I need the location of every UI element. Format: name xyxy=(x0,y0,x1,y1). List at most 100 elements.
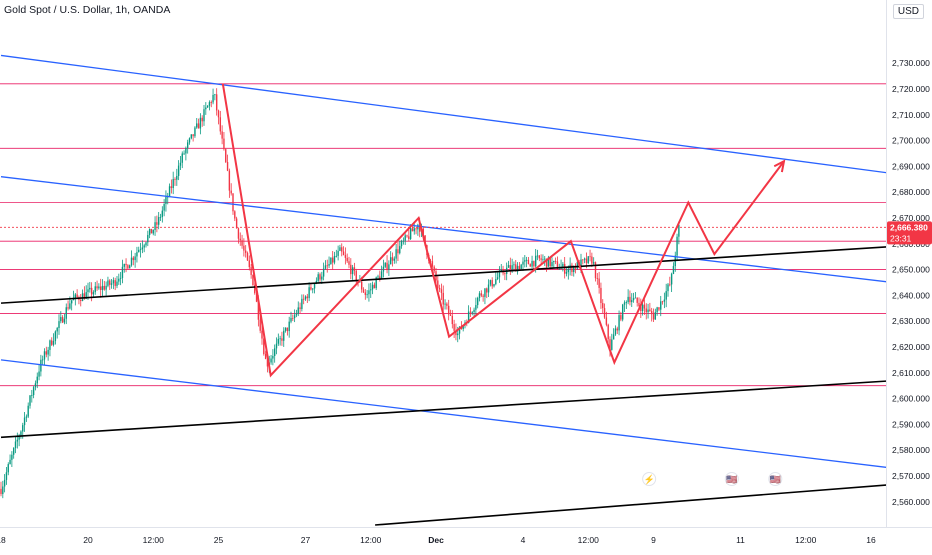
y-tick-label: 2,710.000 xyxy=(892,110,930,120)
candle-body xyxy=(176,175,178,180)
candle-body xyxy=(536,255,539,257)
candle-body xyxy=(589,256,591,258)
candle-body xyxy=(554,260,557,262)
candle-body xyxy=(58,321,60,328)
candle-body xyxy=(455,330,457,336)
candle-body xyxy=(350,264,352,275)
projection-path xyxy=(221,83,785,378)
candle-body xyxy=(433,266,435,272)
candle-body xyxy=(665,291,667,300)
candle-body xyxy=(636,297,638,303)
candle-body xyxy=(20,431,22,437)
candle-body xyxy=(362,289,365,293)
candle-body xyxy=(317,274,319,281)
candle-body xyxy=(585,258,588,264)
candle-body xyxy=(342,251,345,256)
currency-button[interactable]: USD xyxy=(892,4,924,19)
candle-body xyxy=(373,284,376,289)
candle-body xyxy=(163,204,165,211)
y-tick-label: 2,590.000 xyxy=(892,419,930,429)
candle-body xyxy=(391,257,394,261)
x-tick-label: 18 xyxy=(0,535,6,545)
candle-body xyxy=(259,319,261,331)
candle-body xyxy=(444,303,446,305)
candle-body xyxy=(266,358,269,367)
candle-body xyxy=(399,246,401,254)
candle-body xyxy=(583,258,586,260)
candle-body xyxy=(438,287,441,290)
candle-body xyxy=(3,479,6,487)
candle-body xyxy=(370,289,372,291)
candle-body xyxy=(226,162,229,171)
candle-body xyxy=(210,102,212,103)
candle-body xyxy=(453,324,455,331)
candle-body xyxy=(52,340,55,345)
candle-body xyxy=(627,296,629,303)
candle-body xyxy=(215,94,218,111)
candle-body xyxy=(208,102,211,106)
candle-body xyxy=(324,265,327,269)
candle-body xyxy=(397,249,399,254)
candle-body xyxy=(319,274,321,280)
candle-body xyxy=(47,349,49,355)
candle-body xyxy=(368,290,370,295)
candle-body xyxy=(489,280,492,285)
candle-body xyxy=(384,262,386,267)
candle-body xyxy=(185,148,187,154)
x-tick-label: 12:00 xyxy=(143,535,165,545)
candle-body xyxy=(128,265,131,269)
candle-body xyxy=(676,236,678,256)
candle-body xyxy=(404,235,406,241)
candle-body xyxy=(500,269,502,272)
x-tick-label: 12:00 xyxy=(795,535,817,545)
projection-arrowhead xyxy=(773,159,786,173)
candle-body xyxy=(527,259,530,265)
candle-body xyxy=(98,286,100,289)
candle-body xyxy=(603,308,606,318)
candle-body xyxy=(520,264,522,270)
candle-body xyxy=(386,262,388,270)
trend-line xyxy=(375,484,886,526)
candle-body xyxy=(255,293,258,302)
candle-body xyxy=(292,318,294,319)
candle-body xyxy=(125,263,127,266)
candle-body xyxy=(380,271,383,280)
candle-body xyxy=(551,262,553,267)
candle-body xyxy=(14,441,17,449)
candle-body xyxy=(12,448,15,455)
candle-body xyxy=(281,338,283,341)
candle-body xyxy=(408,236,410,239)
candle-body xyxy=(382,266,385,272)
candle-body xyxy=(136,252,138,257)
candle-body xyxy=(346,257,348,262)
candle-body xyxy=(591,256,593,264)
candle-body xyxy=(556,261,559,270)
y-tick-label: 2,620.000 xyxy=(892,342,930,352)
flash-icon-bg xyxy=(642,472,657,486)
candle-body xyxy=(364,292,367,295)
candle-body xyxy=(531,260,533,267)
candle-body xyxy=(395,249,397,259)
y-tick-label: 2,720.000 xyxy=(892,84,930,94)
candle-body xyxy=(116,281,118,286)
candle-body xyxy=(341,247,343,252)
candle-body xyxy=(538,255,541,259)
candle-body xyxy=(611,339,613,350)
trend-line xyxy=(0,246,886,304)
candle-body xyxy=(299,307,301,309)
candle-body xyxy=(279,338,281,340)
candle-body xyxy=(623,302,626,305)
candle-body xyxy=(36,376,38,384)
candle-body xyxy=(413,228,415,232)
candle-body xyxy=(400,241,403,247)
candle-body xyxy=(602,303,604,309)
candle-body xyxy=(286,327,289,332)
x-tick-label: 4 xyxy=(521,535,526,545)
candle-body xyxy=(246,252,249,261)
candle-body xyxy=(533,260,535,267)
candle-body xyxy=(40,359,42,372)
candle-body xyxy=(545,258,548,267)
candle-body xyxy=(366,294,368,296)
